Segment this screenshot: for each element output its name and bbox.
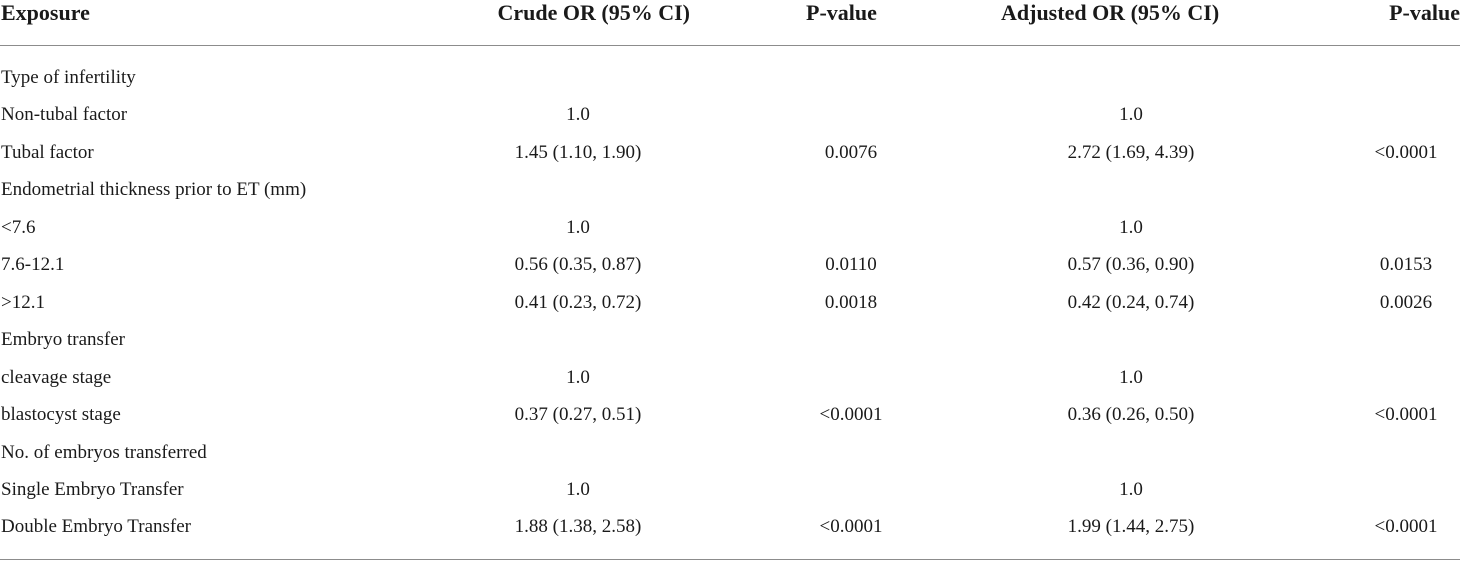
cell-p-value-crude (726, 321, 976, 359)
cell-p-value-adjusted (1352, 171, 1460, 209)
cell-adjusted-or: 2.72 (1.69, 4.39) (1067, 142, 1195, 163)
cell-p-value-adjusted: <0.0001 (1374, 142, 1438, 163)
cell-adjusted-or: 0.57 (0.36, 0.90) (1067, 254, 1195, 275)
cell-adjusted-or: 1.99 (1.44, 2.75) (1067, 516, 1195, 537)
cell-p-value-crude: 0.0110 (825, 254, 877, 275)
cell-crude-or: 0.37 (0.27, 0.51) (514, 404, 642, 425)
cell-adjusted-or: 1.0 (1119, 479, 1143, 500)
cell-p-value-adjusted (1352, 209, 1460, 247)
cell-adjusted-or (981, 59, 1281, 97)
cell-p-value-adjusted: <0.0001 (1374, 404, 1438, 425)
cell-exposure: <7.6 (1, 217, 36, 238)
cell-exposure: Single Embryo Transfer (1, 479, 184, 500)
cell-adjusted-or (981, 171, 1281, 209)
cell-exposure: >12.1 (1, 292, 45, 313)
cell-exposure: Embryo transfer (1, 329, 125, 350)
table-row: Double Embryo Transfer 1.88 (1.38, 2.58) <… (0, 508, 1460, 546)
cell-exposure: 7.6-12.1 (1, 254, 65, 275)
header-p-value-adjusted: P-value (1389, 0, 1460, 25)
cell-p-value-adjusted: 0.0153 (1379, 254, 1433, 275)
cell-exposure: Type of infertility (1, 67, 136, 88)
cell-p-value-adjusted (1352, 321, 1460, 359)
cell-p-value-crude: <0.0001 (819, 516, 883, 537)
cell-crude-or: 1.0 (566, 217, 590, 238)
cell-exposure: Endometrial thickness prior to ET (mm) (1, 179, 307, 200)
cell-p-value-adjusted (1352, 59, 1460, 97)
header-p-value-crude: P-value (806, 0, 877, 25)
cell-adjusted-or: 1.0 (1119, 367, 1143, 388)
header-rule (0, 45, 1460, 46)
cell-crude-or: 0.56 (0.35, 0.87) (514, 254, 642, 275)
cell-p-value-crude (726, 171, 976, 209)
cell-p-value-crude (726, 59, 976, 97)
table-row: cleavage stage 1.0 1.0 (0, 359, 1460, 397)
cell-adjusted-or: 0.36 (0.26, 0.50) (1067, 404, 1195, 425)
cell-crude-or: 1.0 (566, 367, 590, 388)
cell-p-value-crude (726, 359, 976, 397)
header-exposure: Exposure (1, 0, 90, 25)
table-row: >12.1 0.41 (0.23, 0.72) 0.0018 0.42 (0.24, … (0, 284, 1460, 322)
cell-crude-or: 1.88 (1.38, 2.58) (514, 516, 642, 537)
table-row: <7.6 1.0 1.0 (0, 209, 1460, 247)
table-header-row: Exposure Crude OR (95% CI) P-value Adjus… (0, 0, 1460, 32)
cell-adjusted-or: 0.42 (0.24, 0.74) (1067, 292, 1195, 313)
cell-p-value-crude (726, 209, 976, 247)
cell-crude-or (428, 434, 728, 472)
cell-p-value-adjusted (1352, 471, 1460, 509)
table-row: Endometrial thickness prior to ET (mm) (0, 171, 1460, 209)
cell-crude-or: 0.41 (0.23, 0.72) (514, 292, 642, 313)
cell-p-value-crude (726, 434, 976, 472)
cell-crude-or (428, 59, 728, 97)
cell-adjusted-or: 1.0 (1119, 217, 1143, 238)
cell-p-value-adjusted (1352, 359, 1460, 397)
cell-p-value-adjusted: <0.0001 (1374, 516, 1438, 537)
table-row: Non-tubal factor 1.0 1.0 (0, 96, 1460, 134)
cell-p-value-adjusted (1352, 96, 1460, 134)
cell-adjusted-or: 1.0 (1119, 104, 1143, 125)
table-row: Tubal factor 1.45 (1.10, 1.90) 0.0076 2.72 … (0, 134, 1460, 172)
cell-p-value-adjusted (1352, 434, 1460, 472)
cell-exposure: Non-tubal factor (1, 104, 128, 125)
cell-p-value-crude: <0.0001 (819, 404, 883, 425)
cell-exposure: Double Embryo Transfer (1, 516, 191, 537)
cell-crude-or (428, 171, 728, 209)
cell-p-value-crude: 0.0018 (824, 292, 878, 313)
table-row: blastocyst stage 0.37 (0.27, 0.51) <0.0001… (0, 396, 1460, 434)
cell-p-value-crude: 0.0076 (824, 142, 878, 163)
cell-adjusted-or (981, 434, 1281, 472)
cell-crude-or: 1.0 (566, 479, 590, 500)
table-row: 7.6-12.1 0.56 (0.35, 0.87) 0.0110 0.57 (0.3… (0, 246, 1460, 284)
cell-exposure: Tubal factor (1, 142, 94, 163)
bottom-rule (0, 559, 1460, 560)
header-adjusted-or: Adjusted OR (95% CI) (1001, 0, 1220, 25)
cell-adjusted-or (981, 321, 1281, 359)
cell-crude-or: 1.0 (566, 104, 590, 125)
cell-p-value-crude (726, 471, 976, 509)
cell-p-value-crude (726, 96, 976, 134)
table-row: No. of embryos transferred (0, 434, 1460, 472)
header-crude-or: Crude OR (95% CI) (497, 0, 691, 25)
cell-exposure: blastocyst stage (1, 404, 121, 425)
table-row: Type of infertility (0, 59, 1460, 97)
cell-exposure: No. of embryos transferred (1, 442, 207, 463)
cell-crude-or: 1.45 (1.10, 1.90) (514, 142, 642, 163)
cell-p-value-adjusted: 0.0026 (1379, 292, 1433, 313)
cell-crude-or (428, 321, 728, 359)
table-row: Single Embryo Transfer 1.0 1.0 (0, 471, 1460, 509)
table-row: Embryo transfer (0, 321, 1460, 359)
cell-exposure: cleavage stage (1, 367, 112, 388)
